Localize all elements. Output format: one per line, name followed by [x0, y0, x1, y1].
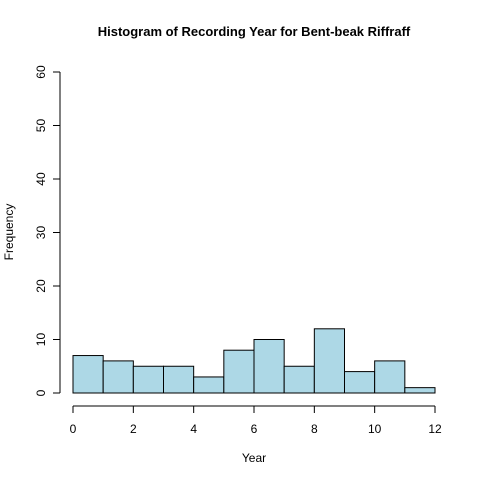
histogram-bar — [253, 339, 285, 394]
histogram-bar — [404, 387, 436, 394]
histogram-bar — [193, 376, 225, 394]
histogram-bar — [344, 371, 376, 394]
y-tick-label: 20 — [34, 279, 48, 293]
histogram-bar — [102, 360, 134, 394]
histogram-bar — [163, 365, 195, 394]
y-tick-label: 30 — [34, 226, 48, 240]
histogram-bar — [223, 349, 255, 394]
x-tick-label: 6 — [251, 422, 258, 436]
x-tick-label: 0 — [70, 422, 77, 436]
y-tick-label: 10 — [34, 333, 48, 347]
y-tick-label: 50 — [34, 119, 48, 133]
y-tick-label: 0 — [34, 389, 48, 396]
x-tick-label: 8 — [311, 422, 318, 436]
y-tick-label: 40 — [34, 172, 48, 186]
y-tick-label: 60 — [34, 65, 48, 79]
histogram-bar — [132, 365, 164, 394]
histogram-bar — [72, 355, 104, 394]
bars-group — [72, 328, 436, 394]
x-tick-label: 4 — [190, 422, 197, 436]
y-axis-label: Frequency — [2, 204, 16, 261]
histogram-bar — [283, 365, 315, 394]
x-axis: 0 2 4 6 8 10 12 — [70, 405, 442, 436]
histogram-bar — [313, 328, 346, 394]
x-tick-label: 2 — [130, 422, 137, 436]
y-axis: 0 10 20 30 40 50 60 — [34, 65, 61, 396]
x-tick-label: 10 — [368, 422, 382, 436]
chart-title: Histogram of Recording Year for Bent-bea… — [98, 24, 411, 39]
histogram-bar — [374, 360, 406, 394]
x-axis-label: Year — [242, 451, 266, 465]
x-tick-label: 12 — [428, 422, 442, 436]
